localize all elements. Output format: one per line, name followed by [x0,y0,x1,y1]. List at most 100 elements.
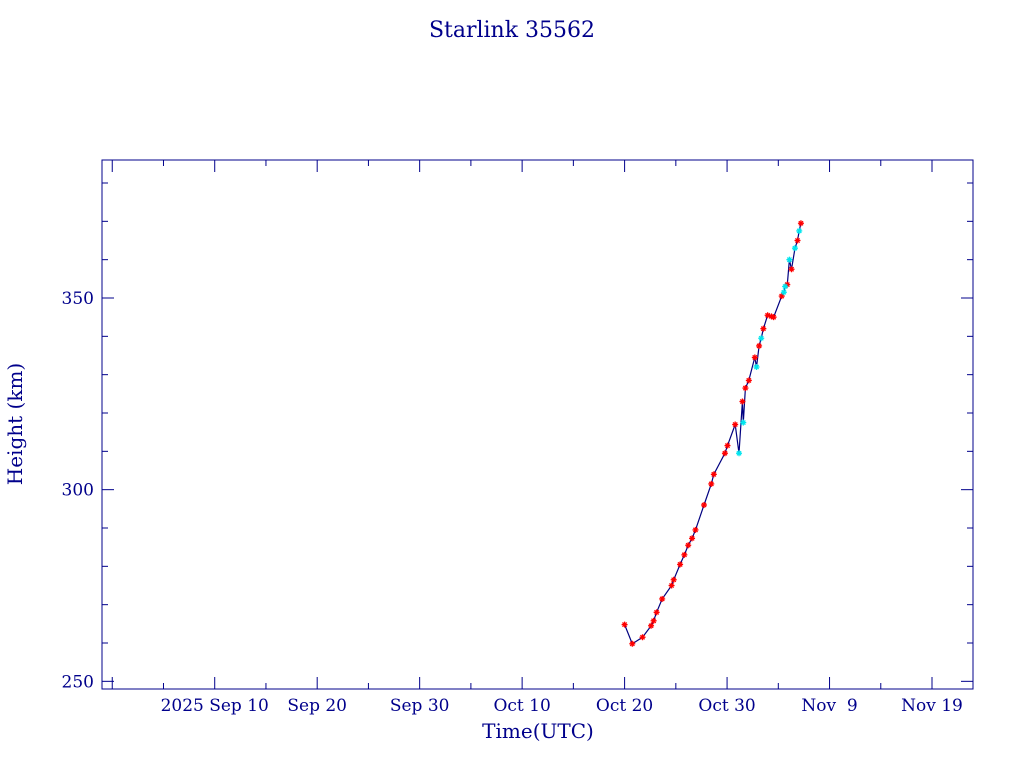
x-tick-label: Nov 19 [901,696,963,716]
data-point-marker [621,621,628,628]
data-point-marker [653,609,660,616]
data-point-marker [692,526,699,533]
marker-stroke [794,237,801,244]
data-point-marker [648,622,655,629]
y-tick-label: 250 [62,672,94,692]
height-trace [624,223,802,645]
data-point-marker [736,450,743,457]
data-point-marker [791,245,798,252]
x-tick-label: Oct 30 [698,696,755,716]
marker-stroke [685,542,691,548]
marker-stroke [629,641,635,647]
y-axis-label: Height (km) [3,363,27,485]
marker-stroke [771,314,777,320]
data-point-marker [770,314,777,321]
y-tick-labels: 250 300 350 [62,289,94,692]
data-point-marker [751,354,758,361]
marker-stroke [677,561,683,567]
x-tick-labels: 2025 Sep 10 Sep 20 Sep 30 Oct 10 Oct 20 Oct 3… [161,696,963,716]
data-point-marker [710,471,717,478]
marker-stroke [742,385,748,391]
marker-stroke [756,343,762,349]
marker-stroke [768,313,775,319]
marker-stroke [654,609,660,615]
tick-marks [102,160,973,689]
marker-stroke [639,634,646,640]
marker-stroke [792,245,798,251]
marker-stroke [671,577,677,583]
marker-stroke [701,502,707,508]
marker-stroke [752,354,758,360]
chart-title: Starlink 35562 [429,18,595,43]
data-point-marker [689,535,696,542]
x-tick-label: 2025 Sep 10 [161,696,269,716]
data-point-marker [745,377,752,384]
marker-stroke [786,257,792,263]
marker-stroke [740,420,746,426]
x-axis-label: Time(UTC) [482,719,594,743]
marker-stroke [760,326,766,332]
data-point-marker [629,640,636,647]
marker-stroke [648,623,654,629]
data-point-marker [668,582,675,589]
data-point-marker [760,325,767,332]
x-tick-label: Sep 20 [287,696,347,716]
x-tick-label: Sep 30 [390,696,450,716]
data-point-marker [701,502,708,508]
data-point-marker [659,595,666,602]
data-point-marker [724,442,731,449]
marker-stroke [788,266,795,272]
marker-stroke [746,377,752,383]
marker-stroke [669,582,675,589]
data-point-marker [639,634,646,641]
data-point-marker [778,293,785,300]
y-tick-label: 300 [62,481,94,501]
data-point-marker [742,385,749,392]
data-point-marker [677,561,684,568]
data-point-marker [708,480,715,487]
marker-stroke [708,481,714,487]
data-point-marker [670,576,677,583]
marker-stroke [681,552,687,558]
y-tick-label: 350 [62,289,94,309]
data-point-marker [780,289,787,296]
data-point-marker [740,419,747,426]
data-markers [621,220,804,647]
marker-stroke [711,471,717,477]
plot-frame [101,159,974,690]
data-point-marker [782,283,789,290]
marker-stroke [692,527,699,533]
x-tick-label: Oct 10 [493,696,550,716]
marker-stroke [758,335,764,341]
marker-stroke [796,228,802,234]
data-point-marker [732,421,739,428]
marker-stroke [782,283,788,290]
marker-stroke [798,220,804,226]
data-point-marker [739,398,746,405]
marker-stroke [736,450,742,456]
x-tick-label: Oct 20 [596,696,653,716]
x-tick-label: Nov 9 [801,696,857,716]
data-point-marker [797,220,804,227]
marker-stroke [651,618,657,624]
marker-stroke [753,364,760,370]
marker-stroke [732,421,738,428]
data-point-marker [753,364,760,370]
marker-stroke [739,398,746,405]
data-point-marker [758,335,765,342]
marker-stroke [765,312,771,318]
data-point-marker [796,227,803,234]
series-line [624,223,802,645]
data-point-marker [681,551,688,558]
data-point-marker [788,266,795,273]
data-point-marker [685,542,692,549]
data-point-marker [756,342,763,349]
marker-stroke [781,289,787,295]
marker-stroke [622,622,628,628]
data-point-marker [794,237,801,244]
marker-stroke [724,443,731,449]
data-point-marker [650,617,657,624]
data-point-marker [786,256,793,263]
marker-stroke [689,535,695,541]
